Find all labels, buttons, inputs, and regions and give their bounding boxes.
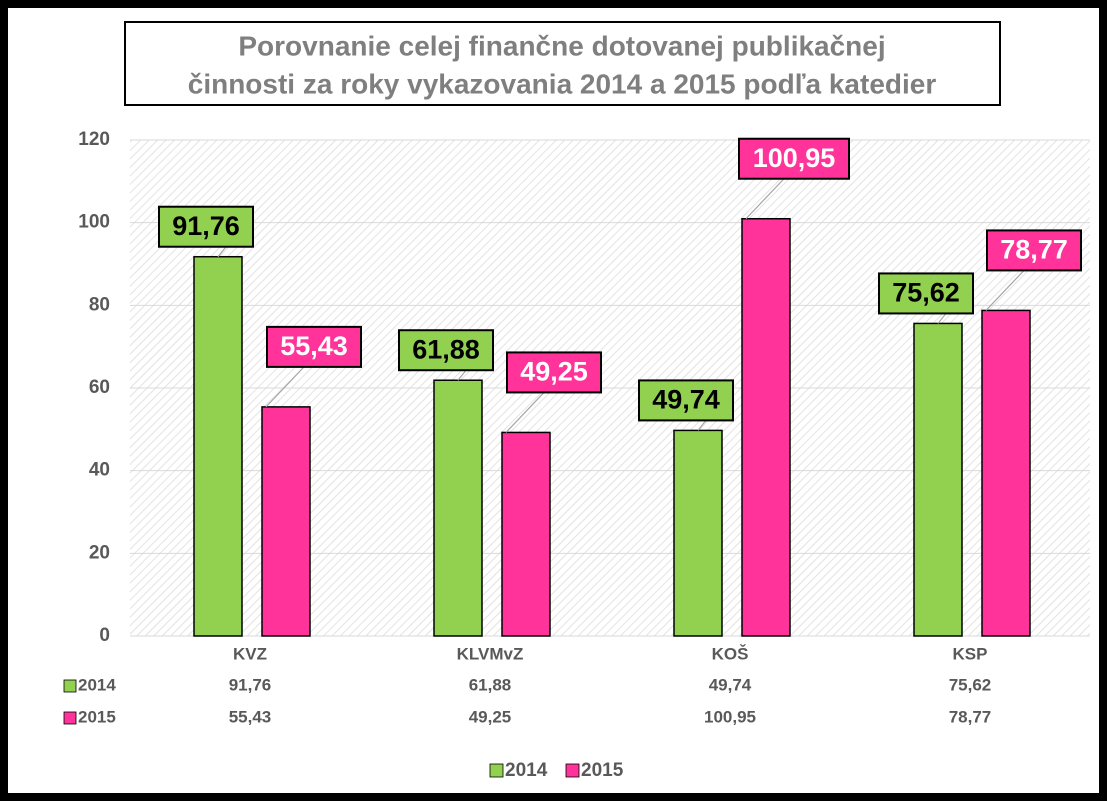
leader-line — [697, 420, 707, 431]
y-tick-label: 20 — [89, 542, 110, 563]
legend-label: 2014 — [505, 760, 548, 781]
data-label: 78,77 — [1000, 235, 1068, 265]
data-table-cell: 61,88 — [469, 675, 512, 694]
leader-line — [937, 313, 947, 324]
bar — [741, 217, 791, 637]
data-table-cell: 55,43 — [229, 707, 272, 726]
data-label: 49,25 — [520, 357, 588, 387]
leader-line — [985, 270, 1025, 311]
leader-line — [745, 178, 785, 220]
data-table-cell: 78,77 — [949, 707, 992, 726]
data-label-box — [158, 205, 254, 248]
y-tick-label: 40 — [89, 460, 110, 481]
y-tick-label: 80 — [89, 294, 110, 315]
data-table-cell: 49,74 — [709, 675, 752, 694]
legend-key — [565, 763, 580, 778]
data-table-cell: 91,76 — [229, 675, 272, 694]
bar — [261, 406, 311, 637]
bar — [501, 431, 551, 637]
title-box — [124, 21, 1001, 106]
data-label: 61,88 — [412, 334, 480, 364]
data-table-row-label: 2014 — [78, 675, 116, 694]
y-tick-label: 120 — [78, 129, 110, 150]
data-label-box — [986, 229, 1082, 272]
bar — [913, 322, 963, 637]
bar — [193, 255, 243, 637]
data-table-cell: 75,62 — [949, 675, 992, 694]
legend-key — [63, 711, 77, 725]
leader-line — [505, 392, 545, 433]
y-tick-label: 0 — [99, 625, 110, 646]
legend-key — [489, 763, 504, 778]
leader-line — [265, 366, 305, 408]
data-label: 100,95 — [753, 143, 836, 173]
data-table-cell: 100,95 — [704, 707, 756, 726]
data-table-cell: 49,25 — [469, 707, 512, 726]
leader-line — [457, 369, 467, 381]
bar — [433, 379, 483, 637]
chart-title: činnosti za roky vykazovania 2014 a 2015… — [188, 68, 937, 99]
data-label-box — [398, 329, 494, 372]
y-tick-label: 100 — [78, 212, 110, 233]
data-label: 49,74 — [652, 385, 720, 415]
x-tick-label: KLVMvZ — [457, 644, 524, 663]
x-tick-label: KOŠ — [712, 644, 749, 663]
data-label: 55,43 — [280, 331, 348, 361]
data-label-box — [638, 379, 734, 422]
bar — [981, 309, 1031, 637]
chart-title: Porovnanie celej finančne dotovanej publ… — [238, 30, 885, 61]
data-table-row-label: 2015 — [78, 707, 116, 726]
leader-line — [217, 246, 227, 258]
data-label-box — [878, 272, 974, 315]
legend-label: 2015 — [581, 760, 624, 781]
x-tick-label: KSP — [953, 644, 988, 663]
data-label-box — [738, 137, 850, 180]
legend-key — [63, 679, 77, 693]
data-label-box — [266, 325, 362, 368]
data-label-box — [506, 351, 602, 394]
data-label: 75,62 — [892, 278, 960, 308]
data-label: 91,76 — [172, 211, 240, 241]
x-tick-label: KVZ — [233, 644, 267, 663]
y-tick-label: 60 — [89, 377, 110, 398]
bar — [673, 429, 723, 637]
